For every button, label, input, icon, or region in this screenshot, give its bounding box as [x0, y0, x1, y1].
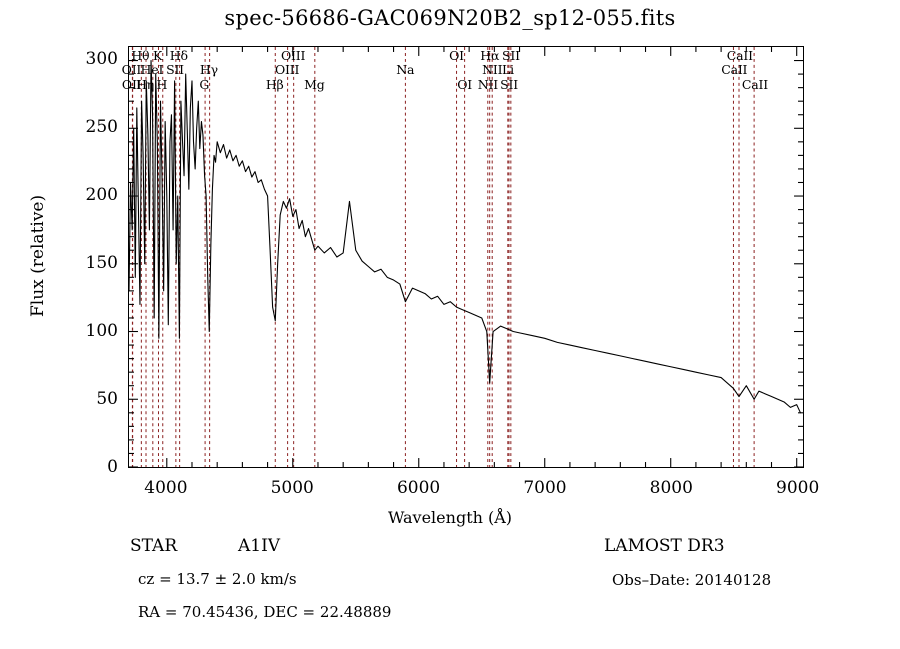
line-label-nii: NII — [477, 77, 498, 92]
line-label-sii: SII — [502, 48, 520, 63]
line-label-hδ: Hδ — [169, 48, 188, 63]
x-tick-label: 4000 — [144, 478, 188, 498]
footer-object-type: STAR — [130, 536, 178, 556]
x-axis-title: Wavelength (Å) — [387, 508, 513, 527]
line-label-oiii: OIII — [274, 62, 300, 77]
line-label-sii: SII — [500, 77, 518, 92]
y-tick-label: 250 — [85, 116, 118, 137]
x-tick-label: 6000 — [396, 478, 441, 498]
line-label-sii: SII — [166, 62, 184, 77]
line-label-hei: HeI — [140, 62, 164, 77]
axis-ticks-group — [129, 47, 803, 467]
spectrum-trace — [129, 59, 802, 414]
y-tick-label: 300 — [85, 48, 118, 69]
line-label-li: Li — [501, 62, 514, 77]
footer-spectral-class: A1IV — [238, 536, 281, 556]
line-label-na: Na — [396, 62, 415, 77]
footer-coords: RA = 70.45436, DEC = 22.48889 — [138, 603, 392, 621]
line-label-hθ: Hθ — [131, 48, 150, 63]
footer-obs-date: Obs–Date: 20140128 — [612, 571, 772, 589]
line-label-hβ: Hβ — [265, 77, 284, 92]
footer-cz: cz = 13.7 ± 2.0 km/s — [138, 570, 297, 588]
x-tick-label: 9000 — [776, 478, 820, 498]
x-tick-label: 7000 — [523, 478, 567, 498]
plot-area — [128, 46, 804, 468]
line-label-oi: OI — [457, 77, 473, 92]
y-axis-title: Flux (relative) — [28, 194, 48, 317]
y-tick-label: 200 — [85, 184, 118, 205]
line-label-oii: OII — [121, 77, 142, 92]
line-label-oi: OI — [449, 48, 464, 63]
y-tick-label: 0 — [107, 457, 118, 477]
line-label-caii: CaII — [726, 48, 753, 63]
line-label-mg: Mg — [304, 77, 325, 92]
line-label-hη: Hη — [136, 77, 155, 92]
line-label-hγ: Hγ — [199, 62, 218, 77]
y-tick-label: 150 — [85, 252, 118, 273]
figure-title: spec-56686-GAC069N20B2_sp12-055.fits — [224, 6, 676, 30]
y-tick-label: 100 — [85, 320, 118, 341]
line-label-g: G — [199, 77, 210, 92]
y-tick-label: 50 — [96, 388, 118, 409]
line-label-caii: CaII — [741, 77, 769, 92]
line-label-caii: CaII — [721, 62, 748, 77]
line-label-nii: NII — [482, 62, 503, 77]
line-label-oiii: OIII — [281, 48, 306, 63]
plot-canvas — [129, 47, 803, 467]
line-label-h: H — [156, 77, 168, 92]
x-tick-label: 5000 — [270, 478, 314, 498]
line-marker-group — [131, 47, 755, 467]
line-label-oii: OII — [121, 62, 142, 77]
footer-survey: LAMOST DR3 — [604, 536, 725, 556]
line-label-hα: Hα — [480, 48, 500, 63]
x-tick-label: 8000 — [649, 478, 693, 498]
line-label-k: K — [152, 48, 163, 63]
